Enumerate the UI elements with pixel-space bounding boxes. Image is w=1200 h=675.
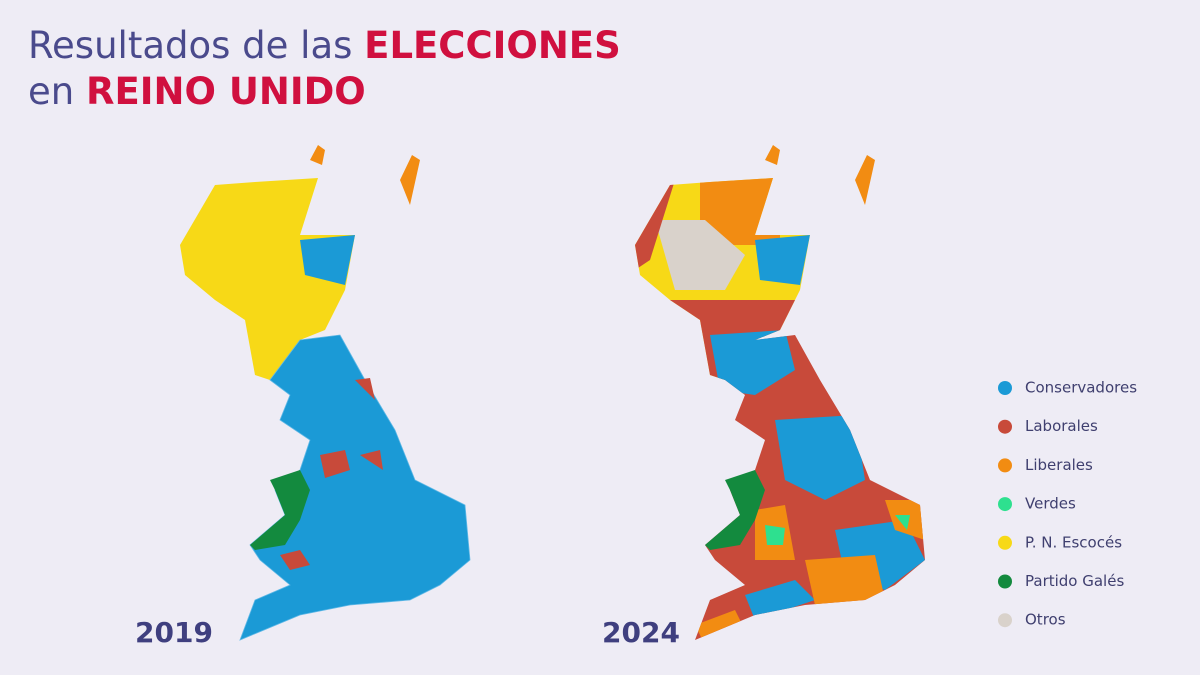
map-2019: 2019 [135,145,471,649]
legend-label: P. N. Escocés [1025,533,1122,551]
legend-swatch [998,535,1012,550]
legend-label: Partido Galés [1025,572,1124,590]
legend-label: Liberales [1025,456,1093,474]
title-highlight: REINO UNIDO [86,70,366,113]
legend-swatch [998,613,1012,628]
title-line-2: en REINO UNIDO [28,70,366,113]
legend-label: Laborales [1025,417,1098,435]
legend: Conservadores Laborales Liberales Verdes P. … [998,379,1137,629]
legend-swatch [998,419,1012,434]
legend-label: Otros [1025,611,1066,629]
title-text: Resultados de las [28,24,352,67]
legend-swatch [998,574,1012,589]
year-label: 2019 [135,616,213,649]
legend-label: Conservadores [1025,379,1137,397]
legend-label: Verdes [1025,495,1076,513]
legend-swatch [998,497,1012,512]
legend-swatch [998,458,1012,473]
title-line-1: Resultados de las ELECCIONES [28,24,621,67]
title-highlight: ELECCIONES [364,24,621,67]
legend-swatch [998,381,1012,395]
year-label: 2024 [602,616,680,649]
title-text: en [28,70,74,113]
